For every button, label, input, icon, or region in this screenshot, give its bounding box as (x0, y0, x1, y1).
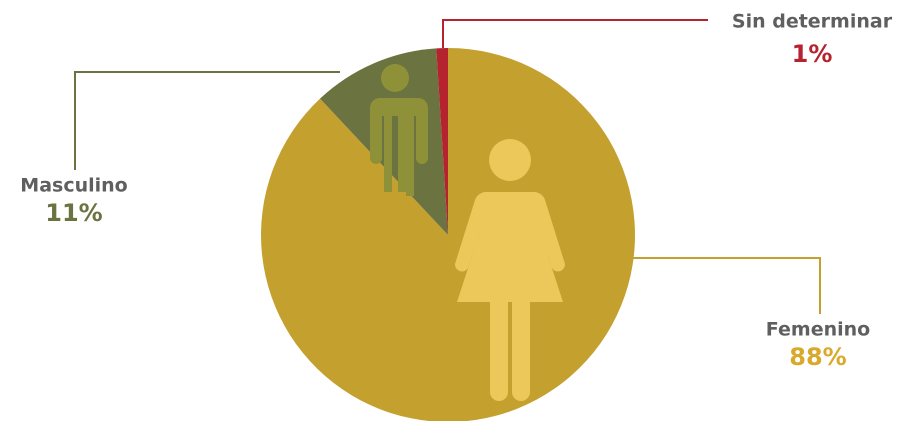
value-label: 1% (792, 40, 833, 68)
leader-line (442, 19, 708, 48)
female-icon (454, 139, 566, 401)
slice-label: Sin determinar (732, 11, 893, 33)
male-icon (370, 64, 428, 196)
value-label: 88% (789, 343, 846, 371)
leader-line (632, 257, 821, 314)
pie (261, 48, 635, 421)
slice-label: Femenino (766, 319, 870, 341)
pie-slice (261, 48, 635, 421)
value-label: 11% (45, 199, 102, 227)
slice-label: Masculino (20, 175, 127, 197)
leader-line (74, 71, 340, 170)
pie-slice (436, 48, 448, 235)
pie-slice (319, 48, 448, 235)
